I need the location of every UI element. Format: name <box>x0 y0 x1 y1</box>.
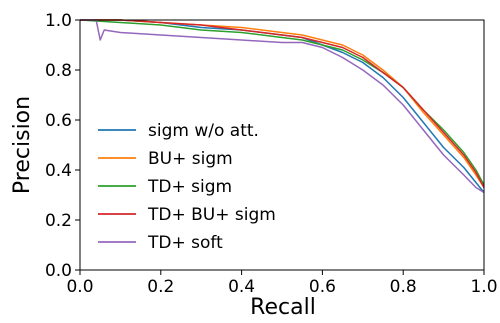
y-tick-label: 0.8 <box>45 61 72 81</box>
x-tick-label: 0.4 <box>228 277 255 297</box>
series-line-4 <box>80 19 485 188</box>
legend: sigm w/o att. BU+ sigm TD+ sigm TD+ BU+ sig… <box>98 121 276 253</box>
y-tick-label: 1.0 <box>45 11 72 31</box>
legend-label: TD+ BU+ sigm <box>147 205 276 225</box>
series-line-2 <box>80 19 485 188</box>
x-tick-label: 0.2 <box>147 277 174 297</box>
x-tick-label: 0.0 <box>66 277 93 297</box>
series-line-3 <box>79 19 485 186</box>
plot-frame <box>79 19 485 271</box>
axes-layer: 0.0 0.2 0.4 0.6 0.8 1.0 0.0 0.2 0.4 0.6 0.8 1.0 <box>45 11 498 297</box>
legend-label: TD+ sigm <box>147 177 232 197</box>
series-layer <box>79 19 485 194</box>
legend-label: BU+ sigm <box>148 149 233 169</box>
series-line-1 <box>80 19 485 193</box>
x-tick-label: 0.6 <box>309 277 336 297</box>
x-tick-label: 0.8 <box>390 277 417 297</box>
y-tick-label: 0.2 <box>45 211 72 231</box>
legend-label: TD+ soft <box>147 233 223 253</box>
x-tick-label: 1.0 <box>470 277 497 297</box>
y-tick-label: 0.4 <box>45 161 72 181</box>
legend-label: sigm w/o att. <box>148 121 259 141</box>
y-tick-label: 0.0 <box>45 261 72 281</box>
y-tick-label: 0.6 <box>45 111 72 131</box>
y-axis-title: Precision <box>10 96 35 194</box>
series-line-5 <box>80 19 485 194</box>
x-axis-title: Recall <box>250 295 316 320</box>
